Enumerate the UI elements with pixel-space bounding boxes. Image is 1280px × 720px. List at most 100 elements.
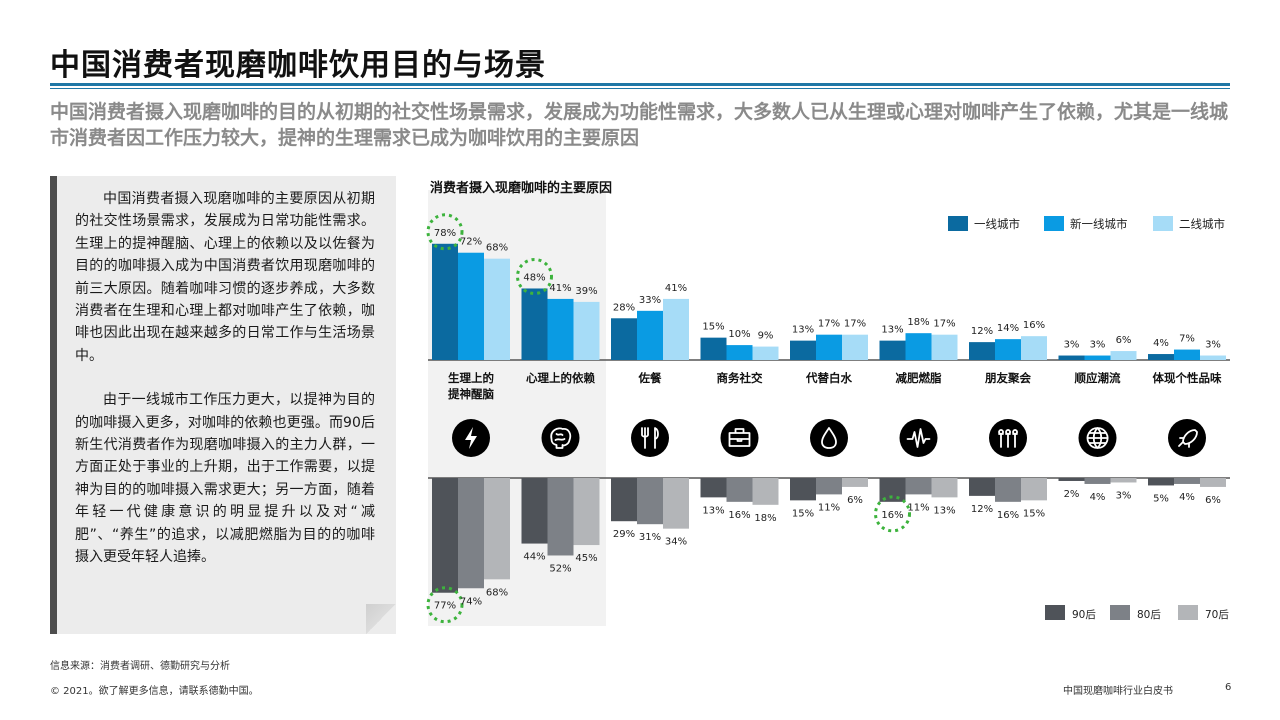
top-bar <box>484 258 510 360</box>
legend-tier1-label: 一线城市 <box>974 217 1020 231</box>
top-bar-value: 18% <box>907 317 929 328</box>
bottom-bar <box>1148 478 1174 486</box>
top-bar <box>931 334 958 360</box>
highlight-circle <box>516 257 553 295</box>
top-bar-value: 78% <box>434 228 456 239</box>
top-bar <box>637 310 663 360</box>
legend-new-tier1-swatch <box>1044 216 1064 231</box>
water-drop-icon <box>810 419 848 457</box>
briefcase-icon <box>720 419 759 457</box>
pulse-icon <box>899 419 938 457</box>
legend-70s-swatch <box>1178 605 1198 620</box>
bottom-bar-value: 18% <box>754 513 776 524</box>
bottom-bar <box>1021 478 1047 501</box>
bottom-bar <box>1084 478 1111 484</box>
source-note: 信息来源：消费者调研、德勤研究与分析 <box>50 661 230 672</box>
top-bar <box>905 333 932 360</box>
highlight-circle <box>874 495 911 533</box>
bottom-bar-value: 45% <box>575 553 597 564</box>
category-label: 佐餐 <box>638 371 662 385</box>
top-bar-value: 14% <box>997 323 1019 334</box>
top-bar <box>816 334 842 360</box>
top-bar <box>1021 336 1047 360</box>
lightning-icon <box>452 419 490 457</box>
bottom-bar <box>726 478 753 502</box>
category-label: 减肥燃脂 <box>896 371 942 385</box>
top-bar <box>700 337 727 360</box>
bottom-bar-value: 31% <box>639 532 661 543</box>
bottom-bar <box>995 478 1021 502</box>
bottom-bar-value: 6% <box>847 495 863 506</box>
bottom-bar <box>931 478 958 498</box>
category-label: 体现个性品味 <box>1153 371 1222 385</box>
legend-tier2-swatch <box>1153 216 1173 231</box>
bottom-bar <box>1058 478 1085 481</box>
category-label: 朋友聚会 <box>984 371 1031 385</box>
bottom-bar-value: 2% <box>1064 489 1080 500</box>
highlight-circle <box>426 586 464 624</box>
top-bar-value: 72% <box>460 237 482 248</box>
bottom-bar <box>700 478 727 498</box>
top-bar <box>432 243 458 360</box>
top-bar-value: 10% <box>728 329 750 340</box>
bottom-bar-value: 12% <box>971 504 993 515</box>
bottom-bar-value: 16% <box>881 510 903 521</box>
bottom-bar-value: 77% <box>434 601 456 612</box>
page-curl <box>366 604 396 634</box>
bottom-bar-value: 13% <box>933 505 955 516</box>
top-bar <box>1058 355 1085 360</box>
summary-text: 中国消费者摄入现磨咖啡的主要原因从初期的社交性场景需求，发展成为日常功能性需求。… <box>75 188 375 569</box>
top-bar-value: 41% <box>665 283 687 294</box>
bottom-bar <box>484 478 510 580</box>
summary-paragraph-1: 中国消费者摄入现磨咖啡的主要原因从初期的社交性场景需求，发展成为日常功能性需求。… <box>75 191 375 364</box>
bottom-bar <box>790 478 816 501</box>
top-bar-value: 12% <box>971 326 993 337</box>
top-bar <box>1110 351 1137 360</box>
bottom-bar-value: 4% <box>1090 492 1106 503</box>
top-bar <box>1174 349 1200 360</box>
bottom-bar <box>663 478 689 529</box>
summary-note: 中国消费者摄入现磨咖啡的主要原因从初期的社交性场景需求，发展成为日常功能性需求。… <box>50 176 396 634</box>
top-bar-value: 17% <box>818 319 840 330</box>
top-bar <box>547 298 574 360</box>
bottom-bar-value: 6% <box>1205 495 1221 506</box>
bottom-bar <box>842 478 868 487</box>
bottom-bar <box>458 478 484 589</box>
top-bar <box>1148 354 1174 360</box>
top-bar <box>995 339 1021 360</box>
top-bar-value: 3% <box>1064 340 1080 351</box>
bottom-bar <box>905 478 932 495</box>
top-bar-value: 28% <box>613 302 635 313</box>
top-bar-value: 41% <box>549 283 571 294</box>
legend-tier2-label: 二线城市 <box>1179 217 1225 231</box>
top-bar-value: 3% <box>1205 340 1221 351</box>
cutlery-icon <box>631 419 669 457</box>
highlight-circle <box>426 213 464 251</box>
bottom-bar <box>816 478 842 495</box>
bottom-bar-value: 52% <box>549 563 571 574</box>
category-label: 心理上的依赖 <box>526 371 595 385</box>
top-bar <box>842 334 868 360</box>
page-subtitle: 中国消费者摄入现磨咖啡的目的从初期的社交性场景需求，发展成为功能性需求，大多数人… <box>50 101 1229 149</box>
bottom-bar-value: 16% <box>728 510 750 521</box>
legend-90s-swatch <box>1045 605 1065 620</box>
rocket-icon <box>1168 419 1206 457</box>
top-bar <box>790 340 816 360</box>
top-bar-value: 7% <box>1179 334 1195 345</box>
category-label: 提神醒脑 <box>448 387 494 401</box>
top-bar <box>521 288 548 360</box>
top-bar-value: 3% <box>1090 340 1106 351</box>
bottom-bar <box>1110 478 1137 483</box>
bottom-bar <box>752 478 779 505</box>
bottom-bar <box>1200 478 1226 487</box>
bottom-bar <box>637 478 663 525</box>
globe-icon <box>1078 419 1117 457</box>
bottom-bar-value: 11% <box>818 502 840 513</box>
legend-80s-label: 80后 <box>1137 609 1161 621</box>
top-bar-value: 6% <box>1116 335 1132 346</box>
top-bar-value: 48% <box>523 272 545 283</box>
bottom-bar-value: 4% <box>1179 492 1195 503</box>
bottom-bar-value: 15% <box>1023 508 1045 519</box>
bottom-bar-value: 11% <box>907 502 929 513</box>
